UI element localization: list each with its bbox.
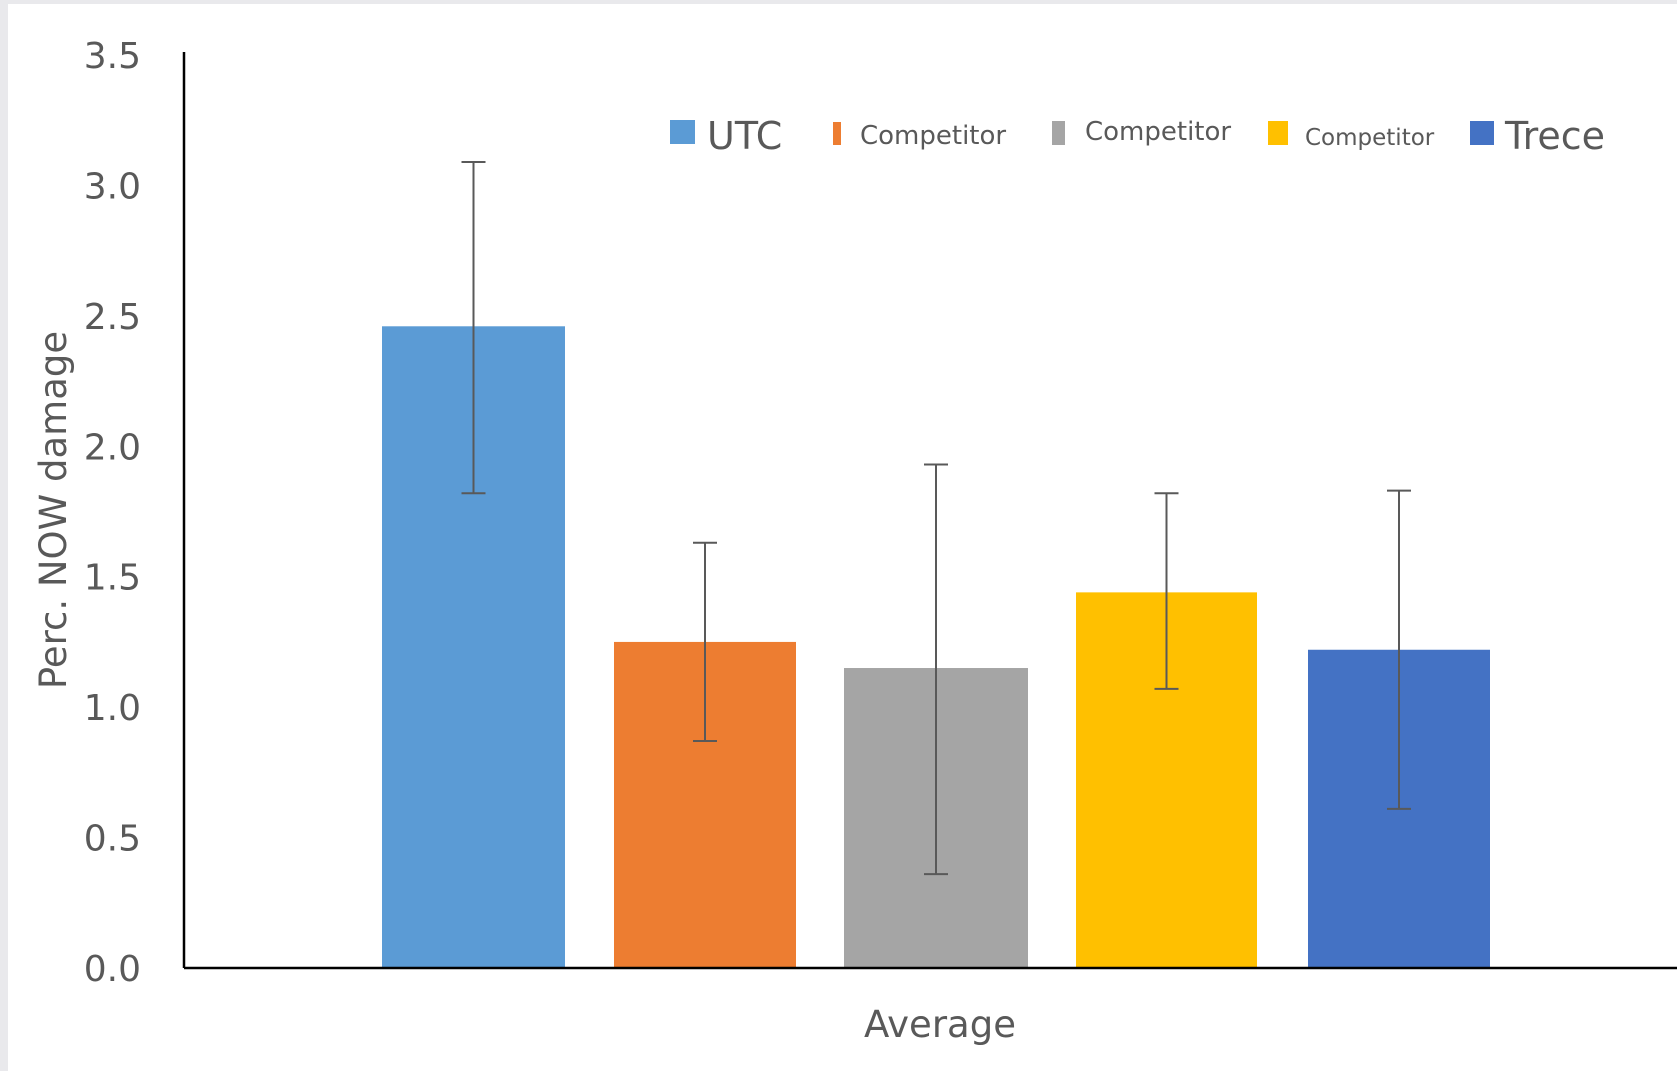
legend-item: Competitor (1268, 121, 1435, 151)
error-bars-group (461, 160, 1411, 876)
y-tick-label: 1.5 (84, 558, 141, 599)
legend: UTC Competitor Competitor Competitor Trece (670, 114, 1605, 158)
y-tick-label: 3.0 (84, 166, 141, 207)
legend-label: Trece (1504, 114, 1605, 158)
legend-swatch (833, 122, 841, 145)
y-tick-label: 2.5 (84, 297, 141, 338)
legend-label: Competitor (1305, 125, 1435, 151)
legend-label: UTC (707, 114, 782, 158)
legend-item: Competitor (833, 121, 1006, 151)
legend-item: UTC (670, 114, 782, 158)
error-bar (461, 160, 486, 495)
y-tick-label: 3.5 (84, 36, 141, 77)
chart-container: 0.0 0.5 1.0 1.5 2.0 2.5 3.0 3.5 Average Perc. N… (8, 4, 1677, 1071)
legend-swatch (1052, 121, 1065, 145)
y-tick-label: 0.0 (84, 949, 141, 990)
y-tick-label: 2.0 (84, 427, 141, 468)
error-bar (1387, 489, 1411, 810)
error-bar (1154, 492, 1179, 690)
x-axis-title: Average (864, 1003, 1016, 1046)
legend-label: Competitor (1085, 117, 1231, 147)
legend-label: Competitor (860, 121, 1006, 151)
legend-swatch (1268, 121, 1288, 145)
y-axis-title: Perc. NOW damage (32, 331, 75, 689)
legend-swatch (1470, 121, 1494, 145)
legend-swatch (670, 120, 695, 144)
legend-item: Competitor (1052, 117, 1231, 147)
bar-chart: 0.0 0.5 1.0 1.5 2.0 2.5 3.0 3.5 Average Perc. N… (32, 36, 1677, 1046)
legend-item: Trece (1470, 114, 1605, 158)
error-bar (693, 541, 717, 743)
error-bar (924, 463, 948, 876)
y-tick-label: 1.0 (84, 688, 141, 729)
y-axis-ticks: 0.0 0.5 1.0 1.5 2.0 2.5 3.0 3.5 (84, 36, 141, 990)
y-tick-label: 0.5 (84, 819, 141, 860)
